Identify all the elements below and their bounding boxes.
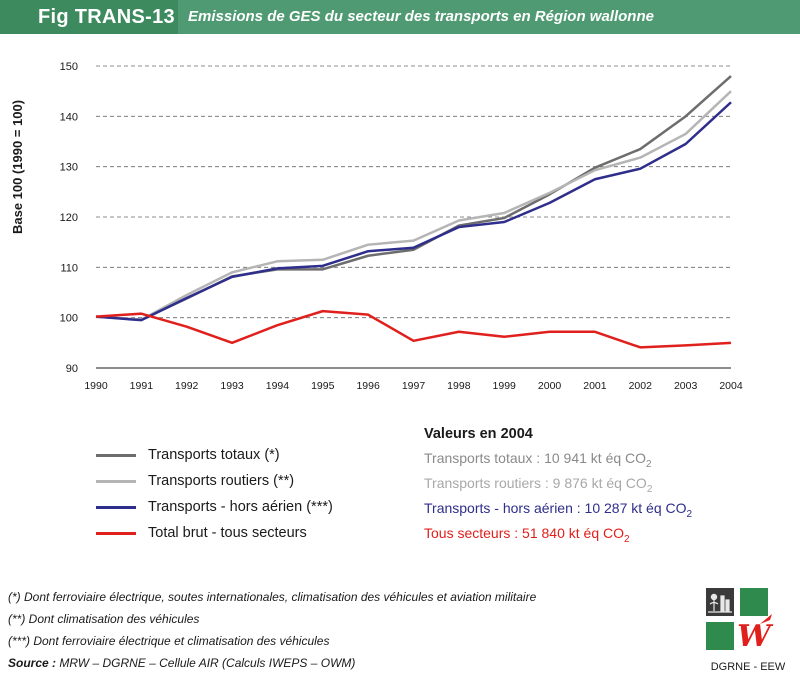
legend-swatch [96, 479, 136, 483]
figure-tag: Fig TRANS-13 [0, 0, 178, 34]
x-tick-label: 1999 [493, 380, 517, 392]
x-tick-label: 2002 [629, 380, 653, 392]
chart-series [95, 75, 732, 349]
series-line [95, 75, 732, 321]
y-axis-label: Base 100 (1990 = 100) [10, 100, 25, 234]
source-label: Source : [8, 656, 57, 670]
x-tick-label: 1997 [402, 380, 426, 392]
y-tick-label: 130 [60, 162, 78, 174]
source-text: MRW – DGRNE – Cellule AIR (Calculs IWEPS… [56, 656, 356, 670]
legend-swatch [96, 453, 136, 457]
values-row-subscript: 2 [646, 458, 652, 470]
legend-label: Transports totaux (*) [148, 447, 280, 463]
x-tick-label: 1996 [356, 380, 380, 392]
footnote: (**) Dont climatisation des véhicules [8, 612, 200, 626]
values-row-value: 10 941 kt éq CO [544, 450, 647, 466]
legend-item: Transports routiers (**) [96, 468, 416, 494]
values-row-subscript: 2 [686, 508, 693, 520]
chart-grid [96, 65, 731, 369]
x-tick-labels: 1990 1991 1992 1993 1994 1995 1996 1997 1998 1999… [84, 380, 743, 392]
dgrne-logo-icon: W DGRNE - EEW [700, 584, 796, 680]
legend-item: Transports totaux (*) [96, 442, 416, 468]
x-tick-label: 1991 [130, 380, 154, 392]
series-line [95, 309, 732, 349]
values-row-subscript: 2 [624, 533, 630, 545]
footnotes: (*) Dont ferroviaire électrique, soutes … [8, 586, 536, 674]
values-row-subscript: 2 [646, 483, 653, 495]
logo-letter: W [737, 619, 774, 654]
footnote: (***) Dont ferroviaire électrique et cli… [8, 634, 330, 648]
values-row-label: Transports routiers : [424, 475, 553, 491]
values-row-label: Transports - hors aérien : [424, 500, 585, 516]
series-line [95, 90, 732, 321]
x-tick-label: 1998 [447, 380, 471, 392]
x-tick-label: 2003 [674, 380, 698, 392]
legend-swatch [96, 505, 136, 509]
y-tick-labels: 90 100 110 120 130 140 150 [60, 61, 78, 375]
values-row-label: Tous secteurs : [424, 525, 523, 541]
x-tick-label: 2000 [538, 380, 562, 392]
values-title: Valeurs en 2004 [424, 426, 533, 442]
y-tick-label: 90 [66, 363, 78, 375]
footnote: (*) Dont ferroviaire électrique, soutes … [8, 590, 537, 604]
x-tick-label: 1993 [220, 380, 244, 392]
legend-swatch [96, 531, 136, 535]
legend-label: Transports - hors aérien (***) [148, 499, 333, 515]
y-tick-label: 140 [60, 111, 78, 123]
x-tick-label: 2004 [719, 380, 743, 392]
y-tick-label: 110 [60, 262, 78, 274]
legend-label: Transports routiers (**) [148, 473, 295, 489]
logo-caption: DGRNE - EEW [711, 661, 786, 673]
x-tick-label: 1995 [311, 380, 335, 392]
series-line [95, 101, 732, 322]
figure-header: Fig TRANS-13 Emissions de GES du secteur… [0, 0, 800, 34]
values-row: Tous secteurs : 51 840 kt éq CO2 [424, 521, 794, 546]
x-tick-label: 1992 [175, 380, 199, 392]
values-row-value: 9 876 kt éq CO [552, 475, 647, 491]
values-row-value: 51 840 kt éq CO [522, 525, 624, 541]
x-tick-label: 1994 [266, 380, 290, 392]
values-row-value: 10 287 kt éq CO [584, 500, 687, 516]
values-row: Transports routiers : 9 876 kt éq CO2 [424, 471, 794, 496]
y-tick-label: 100 [60, 313, 78, 325]
values-row: Transports - hors aérien : 10 287 kt éq … [424, 496, 794, 521]
y-tick-label: 150 [60, 61, 78, 73]
legend-item: Total brut - tous secteurs [96, 520, 416, 546]
y-tick-label: 120 [60, 212, 78, 224]
values-2004-panel: Valeurs en 2004 Transports totaux : 10 9… [424, 426, 794, 546]
x-tick-label: 1990 [84, 380, 108, 392]
values-row-label: Transports totaux : [424, 450, 545, 466]
legend-item: Transports - hors aérien (***) [96, 494, 416, 520]
source-line: Source : MRW – DGRNE – Cellule AIR (Calc… [8, 652, 536, 674]
chart-legend: Transports totaux (*) Transports routier… [96, 442, 416, 546]
legend-label: Total brut - tous secteurs [148, 525, 307, 541]
values-row: Transports totaux : 10 941 kt éq CO2 [424, 446, 794, 471]
x-tick-label: 2001 [583, 380, 607, 392]
figure-title: Emissions de GES du secteur des transpor… [178, 0, 800, 34]
